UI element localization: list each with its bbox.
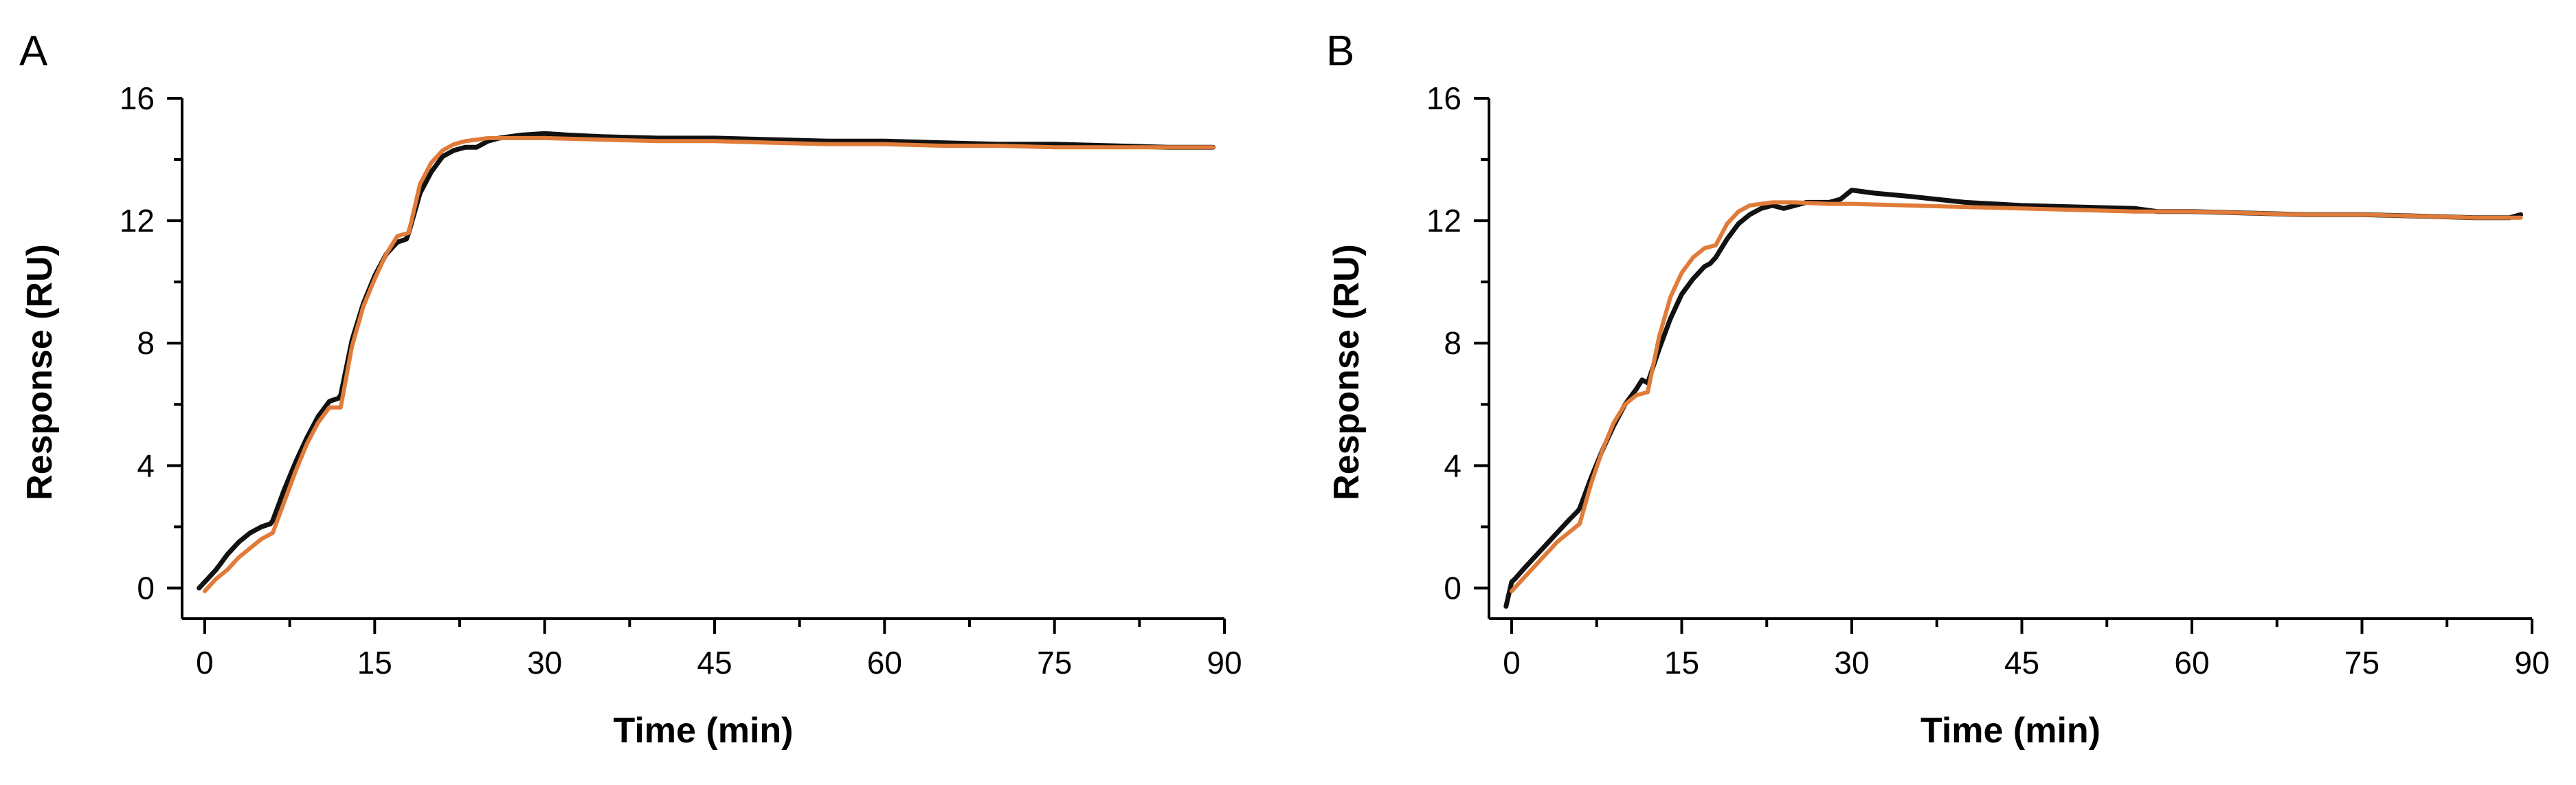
x-tick-label: 75: [1037, 645, 1072, 681]
x-tick-label: 15: [357, 645, 392, 681]
x-axis-title: Time (min): [1920, 711, 2101, 751]
axes: [1488, 98, 2532, 620]
y-axis-title: Response (RU): [20, 244, 60, 500]
y-tick-label: 4: [137, 447, 155, 483]
x-tick-label: 60: [2174, 645, 2209, 681]
x-tick-label: 45: [2004, 645, 2039, 681]
x-tick-label: 90: [2514, 645, 2549, 681]
fit-line: [203, 135, 1216, 593]
panel-letter-b: B: [1326, 27, 1354, 75]
panel-letter-a: A: [19, 27, 48, 75]
chart-panel-b: B 0 15 30 45 60 75 90 0 4 8 12 16 Time (min) Respon…: [1326, 27, 2550, 751]
fit-line: [1510, 200, 2523, 593]
ticks-layer: 0 15 30 45 60 75 90 0 4 8 12 16: [1426, 80, 2550, 681]
x-tick-label: 0: [196, 645, 214, 681]
x-tick-label: 30: [1834, 645, 1869, 681]
y-tick-label: 12: [120, 203, 155, 239]
y-tick-label: 4: [1444, 447, 1461, 483]
x-tick-label: 60: [867, 645, 902, 681]
y-tick-label: 16: [120, 80, 155, 116]
x-tick-label: 45: [697, 645, 732, 681]
series-layer: [197, 131, 1216, 593]
x-axis-title: Time (min): [614, 711, 794, 751]
chart-panel-a: A 0 15 30 45 60 75 90 0 4 8 12 16 Time (min) Respon…: [19, 27, 1242, 751]
y-tick-label: 12: [1426, 203, 1461, 239]
y-tick-label: 0: [137, 570, 155, 606]
x-tick-label: 30: [527, 645, 562, 681]
axes: [181, 98, 1224, 620]
y-tick-label: 8: [137, 325, 155, 361]
y-tick-label: 8: [1444, 325, 1461, 361]
y-axis-title: Response (RU): [1327, 244, 1367, 500]
x-tick-label: 75: [2344, 645, 2379, 681]
x-tick-label: 0: [1503, 645, 1521, 681]
x-tick-label: 15: [1664, 645, 1699, 681]
y-tick-label: 16: [1426, 80, 1461, 116]
ticks-layer: 0 15 30 45 60 75 90 0 4 8 12 16: [120, 80, 1242, 681]
x-tick-label: 90: [1207, 645, 1242, 681]
measured-response-line: [1503, 188, 2523, 609]
series-layer: [1503, 188, 2523, 609]
y-tick-label: 0: [1444, 570, 1461, 606]
